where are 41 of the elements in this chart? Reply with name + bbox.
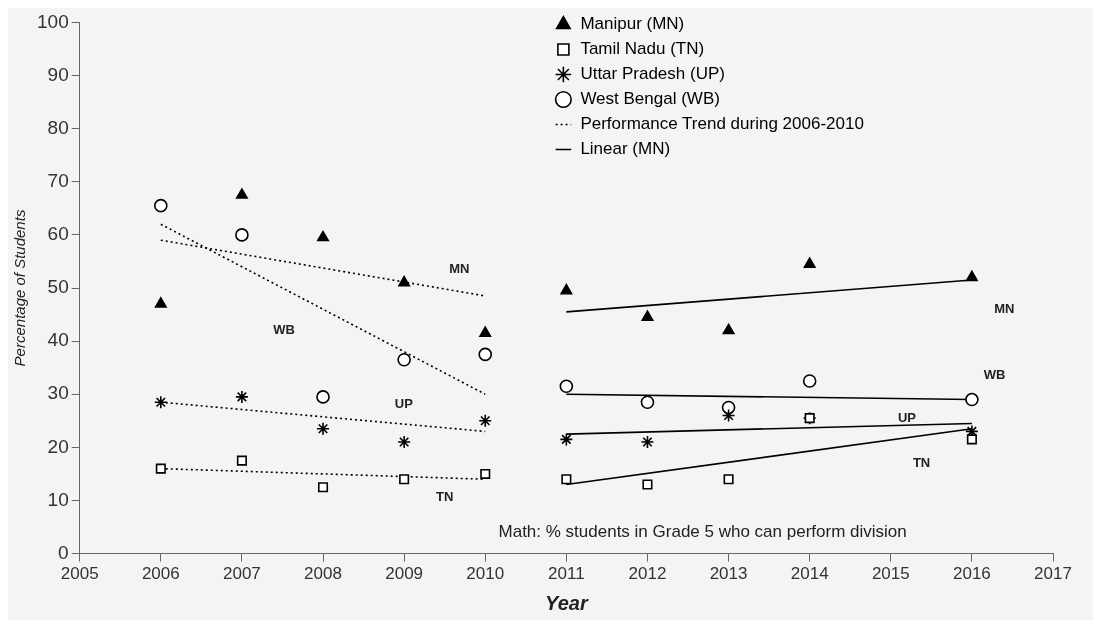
annotation: MN xyxy=(994,300,1015,316)
x-tick-label: 2007 xyxy=(223,564,261,584)
legend-label: Performance Trend during 2006-2010 xyxy=(580,114,864,134)
legend-label: Linear (MN) xyxy=(580,139,671,159)
x-tick-label: 2011 xyxy=(548,564,585,584)
x-tick-label: 2013 xyxy=(709,564,748,584)
annotation: WB xyxy=(273,322,295,338)
x-tick-label: 2009 xyxy=(385,564,424,584)
annotation: UP xyxy=(394,396,414,412)
y-tick-label: 30 xyxy=(47,382,69,404)
y-tick-label: 80 xyxy=(47,116,69,138)
x-tick-label: 2012 xyxy=(628,564,667,584)
x-tick-label: 2008 xyxy=(304,564,342,584)
y-tick-label: 20 xyxy=(47,435,69,457)
annotation: UP xyxy=(897,409,917,425)
annotation: WB xyxy=(983,367,1006,383)
legend-label: Uttar Pradesh (UP) xyxy=(580,64,725,84)
x-tick-label: 2016 xyxy=(952,564,991,584)
legend-label: West Bengal (WB) xyxy=(580,89,720,109)
annotation: Math: % students in Grade 5 who can perform division xyxy=(498,522,907,542)
y-tick-label: 0 xyxy=(58,541,69,563)
y-tick-label: 40 xyxy=(47,329,69,351)
legend-label: Manipur (MN) xyxy=(580,14,685,34)
annotation: MN xyxy=(449,260,470,276)
x-tick-label: 2015 xyxy=(871,564,910,584)
annotation: TN xyxy=(436,489,454,505)
y-tick-label: 90 xyxy=(47,63,69,85)
y-tick-label: 50 xyxy=(47,276,69,298)
y-tick-label: 10 xyxy=(47,488,69,510)
annotation: TN xyxy=(912,454,931,470)
x-tick-label: 2014 xyxy=(790,564,829,584)
x-axis-title: Year xyxy=(545,591,589,614)
x-tick-label: 2005 xyxy=(60,564,99,584)
y-axis-title: Percentage of Students xyxy=(11,209,29,367)
x-tick-label: 2006 xyxy=(141,564,180,584)
y-tick-label: 60 xyxy=(47,223,69,245)
y-tick-label: 70 xyxy=(47,169,69,191)
legend-label: Tamil Nadu (TN) xyxy=(580,39,705,59)
x-tick-label: 2017 xyxy=(1034,564,1072,584)
y-tick-label: 100 xyxy=(37,10,69,32)
x-tick-label: 2010 xyxy=(466,564,505,584)
